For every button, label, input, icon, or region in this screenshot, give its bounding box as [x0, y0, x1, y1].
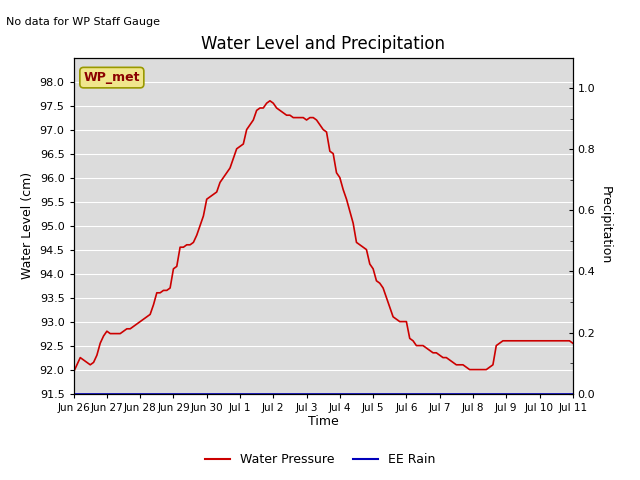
- Y-axis label: Precipitation: Precipitation: [599, 186, 612, 265]
- Legend: Water Pressure, EE Rain: Water Pressure, EE Rain: [200, 448, 440, 471]
- Text: No data for WP Staff Gauge: No data for WP Staff Gauge: [6, 17, 161, 27]
- X-axis label: Time: Time: [308, 415, 339, 429]
- Title: Water Level and Precipitation: Water Level and Precipitation: [201, 35, 445, 53]
- Text: WP_met: WP_met: [84, 71, 140, 84]
- Y-axis label: Water Level (cm): Water Level (cm): [21, 172, 34, 279]
